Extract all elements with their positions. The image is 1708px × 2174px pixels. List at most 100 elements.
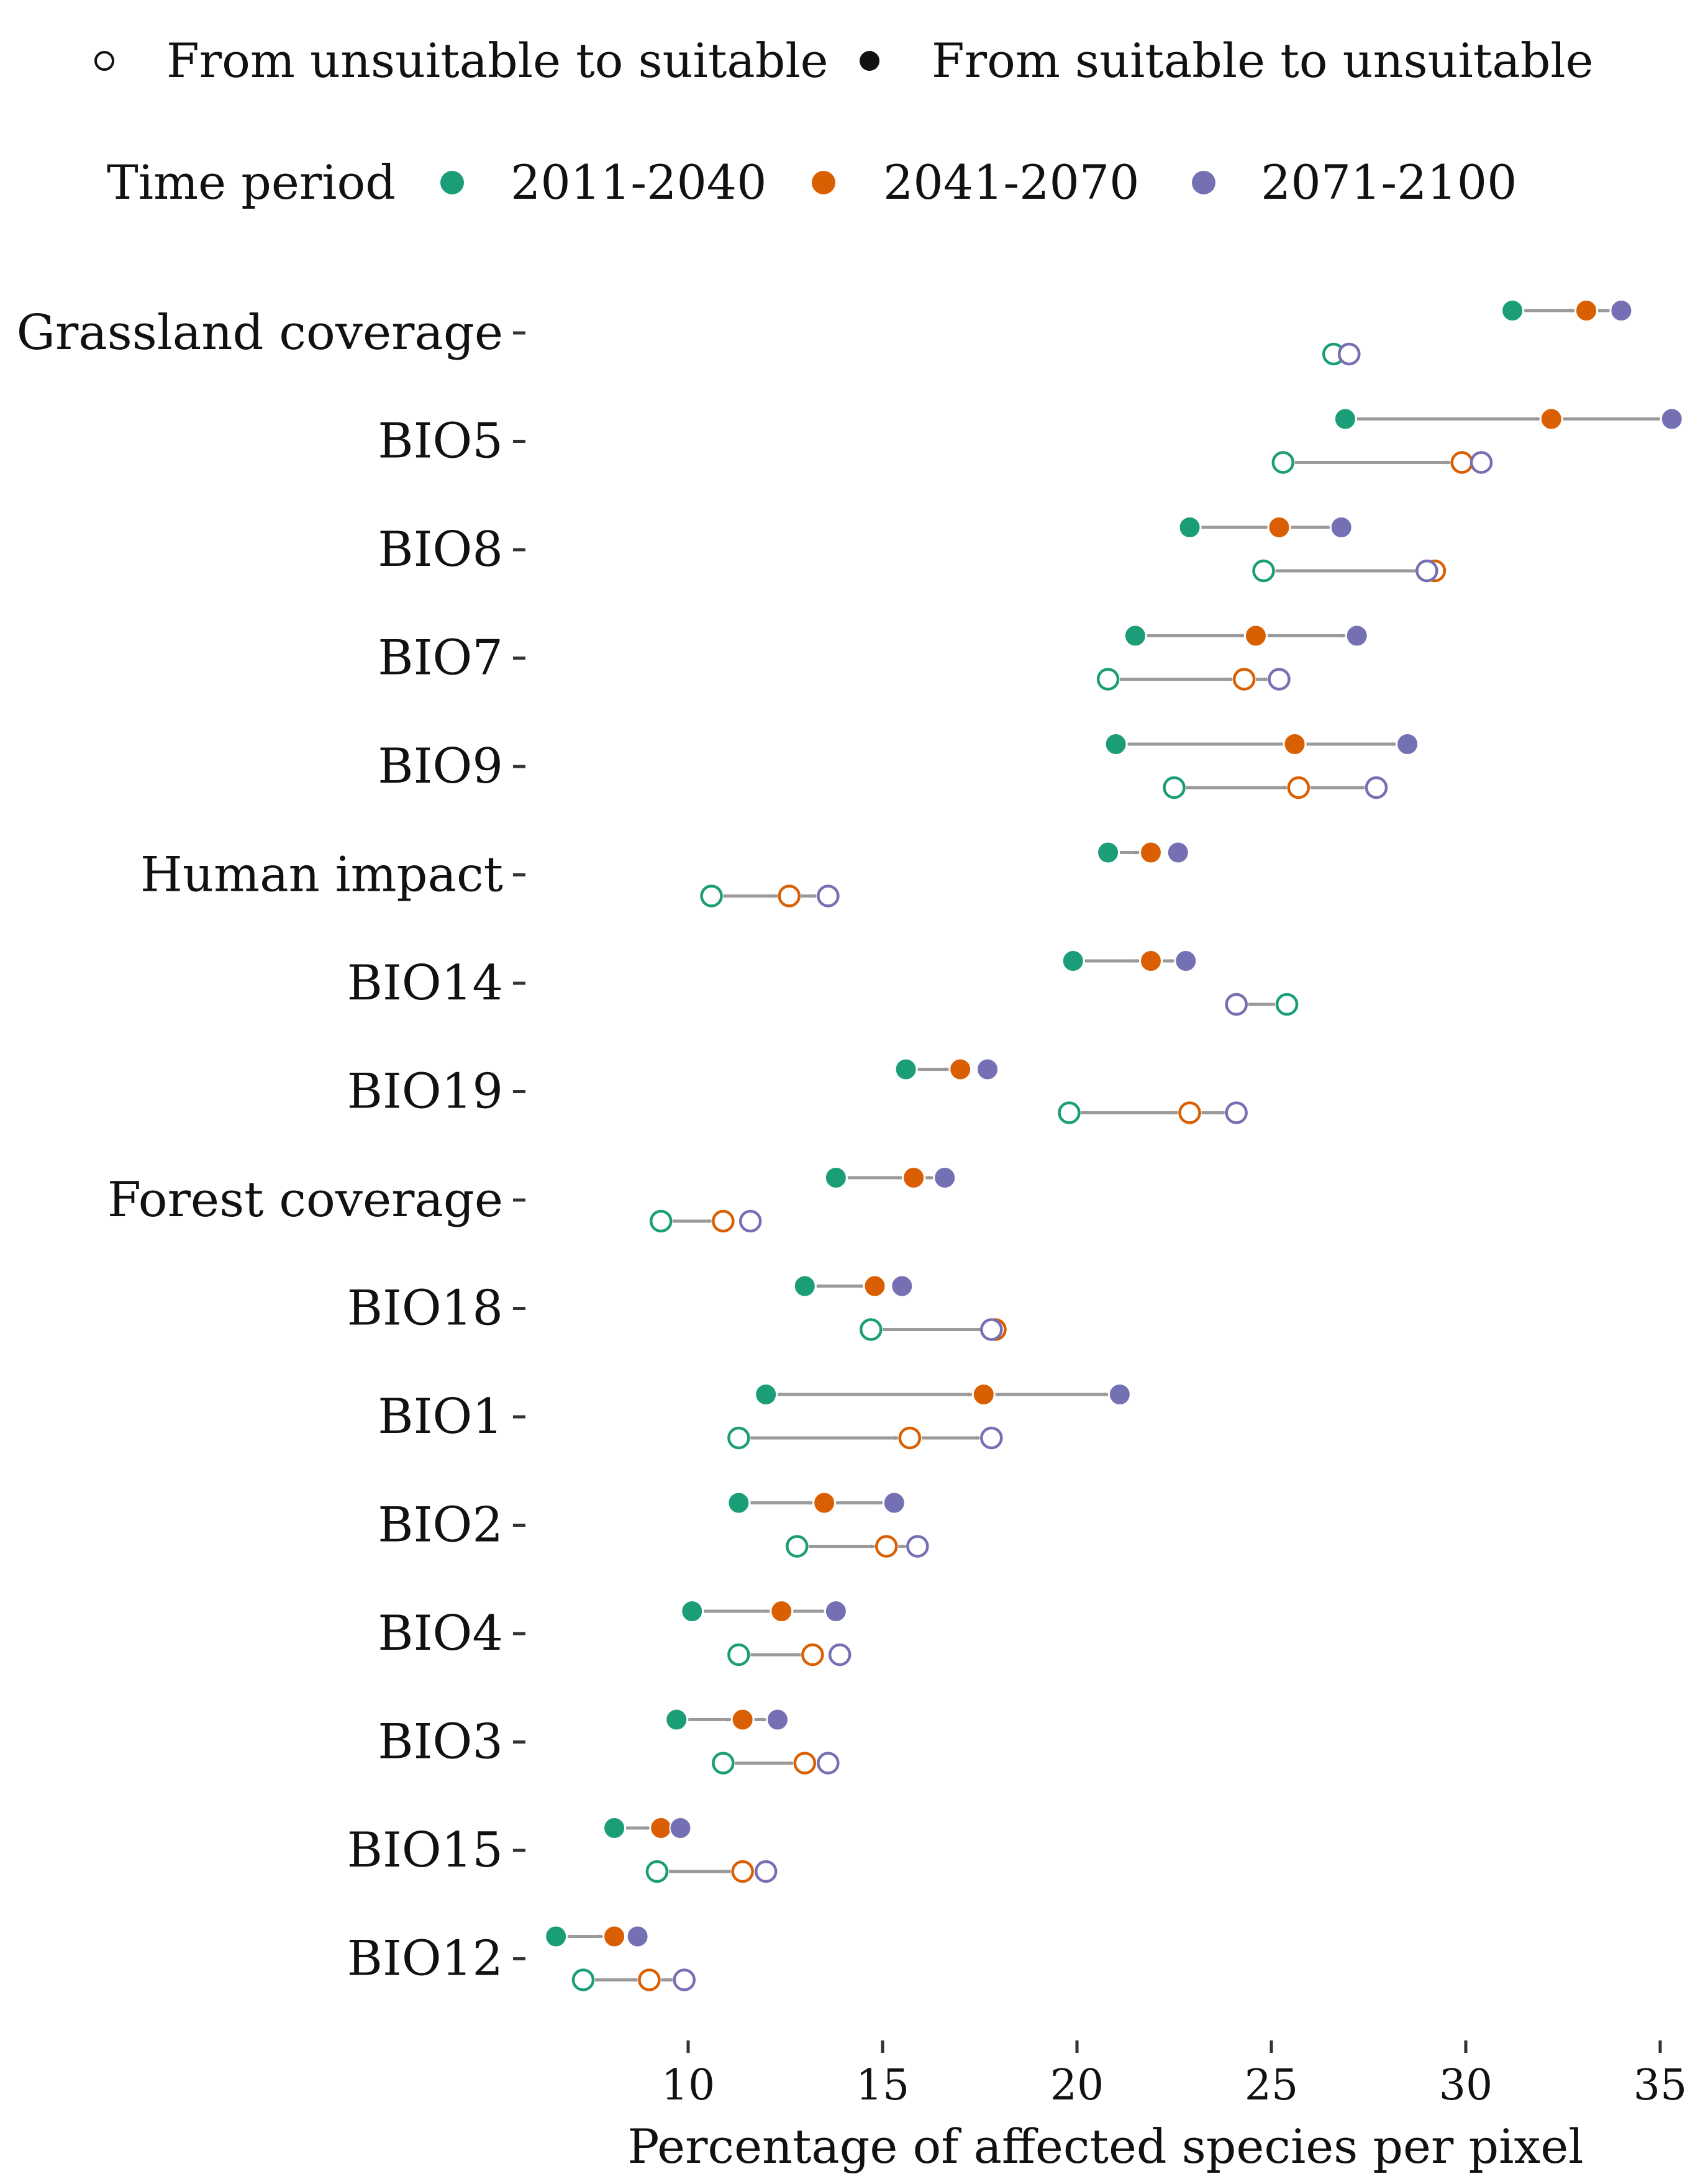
dot-filled xyxy=(1139,950,1162,972)
dot-open xyxy=(645,1860,669,1883)
dot-filled xyxy=(626,1925,649,1948)
y-tick-label: BIO15 xyxy=(347,1822,503,1878)
dot-open xyxy=(1275,993,1299,1016)
dot-open xyxy=(1225,1101,1248,1124)
dot-open xyxy=(1415,559,1438,583)
dot-open xyxy=(1178,1101,1201,1124)
y-tick-label: BIO1 xyxy=(378,1389,503,1445)
dot-filled xyxy=(883,1491,906,1514)
dot-open xyxy=(571,1968,595,1991)
dot-filled xyxy=(813,1491,836,1514)
legend-period: Time period 2011-2040 2041-2070 2071-210… xyxy=(107,155,1517,210)
dot-filled xyxy=(1097,841,1120,864)
dot-open xyxy=(898,1426,922,1450)
dot-filled xyxy=(1283,733,1306,755)
dot-filled xyxy=(1166,841,1189,864)
dot-filled xyxy=(933,1167,956,1189)
dot-open xyxy=(817,885,840,907)
dot-open xyxy=(778,885,801,907)
y-tick-label: BIO7 xyxy=(378,630,503,686)
dot-open xyxy=(727,1643,750,1667)
x-tick-label: 15 xyxy=(856,2061,910,2110)
dot-filled xyxy=(1104,733,1127,755)
dot-open xyxy=(673,1968,696,1991)
dot-open xyxy=(980,1318,1003,1341)
dot-open xyxy=(638,1968,661,1991)
dot-filled xyxy=(755,1383,778,1406)
dot-filled xyxy=(1501,299,1524,322)
dot-filled xyxy=(793,1275,816,1298)
legend-shape-label-filled: From suitable to unsuitable xyxy=(932,33,1594,88)
dot-open xyxy=(786,1535,809,1558)
legend-filled-circle-icon xyxy=(860,51,879,71)
dot-open xyxy=(1287,776,1311,799)
y-tick-label: Grassland coverage xyxy=(17,305,503,361)
dot-open xyxy=(738,1209,762,1233)
legend-period-label-2071: 2071-2100 xyxy=(1261,155,1517,210)
y-tick-label: BIO12 xyxy=(347,1931,503,1987)
dot-filled xyxy=(976,1058,999,1081)
dot-open xyxy=(1232,668,1256,691)
dot-filled xyxy=(665,1708,688,1731)
dot-filled xyxy=(1396,733,1419,755)
y-tick-label: Forest coverage xyxy=(107,1172,503,1228)
plot-area: Grassland coverage BIO5 BIO8 BIO7 BIO9 Human … xyxy=(17,299,1688,2110)
dot-open xyxy=(731,1860,754,1883)
dot-filled xyxy=(1178,516,1201,539)
dot-filled xyxy=(1610,299,1633,322)
dot-open xyxy=(801,1643,824,1667)
x-tick-label: 30 xyxy=(1439,2061,1493,2110)
dot-open xyxy=(980,1426,1003,1450)
x-tick-label: 35 xyxy=(1633,2061,1688,2110)
dot-open xyxy=(1450,451,1473,474)
y-tick-label: BIO5 xyxy=(378,414,503,470)
dot-filled xyxy=(1244,624,1267,647)
dot-filled xyxy=(949,1058,972,1081)
dot-filled xyxy=(603,1817,626,1839)
dot-filled xyxy=(1333,407,1356,430)
dot-filled xyxy=(894,1058,917,1081)
dot-open xyxy=(1225,993,1248,1016)
legend-period-label-2011: 2011-2040 xyxy=(511,155,767,210)
dot-filled xyxy=(681,1600,704,1622)
y-tick-label: BIO8 xyxy=(378,522,503,578)
y-tick-label: BIO9 xyxy=(378,739,503,794)
dot-filled xyxy=(1575,299,1598,322)
dot-open xyxy=(649,1209,673,1233)
dot-filled xyxy=(766,1708,789,1731)
dot-filled xyxy=(824,1600,847,1622)
dot-filled xyxy=(1124,624,1147,647)
y-tick-label: BIO2 xyxy=(378,1498,503,1553)
dot-filled xyxy=(1108,1383,1131,1406)
y-tick-label: Human impact xyxy=(140,847,503,903)
y-tick-label: BIO19 xyxy=(347,1064,503,1120)
dot-filled xyxy=(650,1817,673,1839)
dot-filled xyxy=(1174,950,1197,972)
dot-filled xyxy=(1660,407,1683,430)
dot-filled xyxy=(603,1925,626,1948)
dot-filled xyxy=(770,1600,793,1622)
dot-open xyxy=(1058,1101,1081,1124)
dot-filled xyxy=(891,1275,914,1298)
dot-open xyxy=(875,1535,898,1558)
dot-filled xyxy=(1330,516,1353,539)
x-tick-label: 10 xyxy=(661,2061,715,2110)
dot-filled xyxy=(824,1167,847,1189)
dot-filled xyxy=(727,1491,750,1514)
dot-open xyxy=(828,1643,852,1667)
y-tick-label: BIO3 xyxy=(378,1714,503,1770)
legend-period-label-2041: 2041-2070 xyxy=(883,155,1140,210)
dot-open xyxy=(1252,559,1275,583)
legend-open-circle-icon xyxy=(94,51,114,71)
dot-filled xyxy=(1268,516,1291,539)
dot-filled xyxy=(669,1817,692,1839)
dot-filled xyxy=(1345,624,1368,647)
dot-open xyxy=(1365,776,1388,799)
dot-open xyxy=(1271,451,1295,474)
dot-open xyxy=(906,1535,929,1558)
dot-open xyxy=(700,885,723,907)
dot-filled xyxy=(863,1275,886,1298)
dot-filled xyxy=(545,1925,568,1948)
legend-shape-label-open: From unsuitable to suitable xyxy=(166,33,829,88)
